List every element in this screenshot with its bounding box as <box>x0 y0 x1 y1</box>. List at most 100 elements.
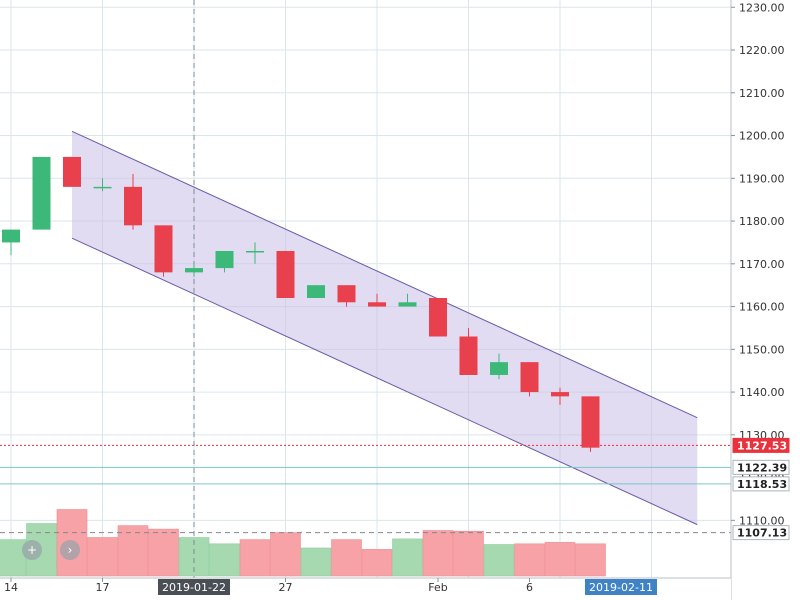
candle <box>154 225 173 277</box>
candle <box>459 327 478 375</box>
volume-bar <box>270 532 301 577</box>
parallel-channel[interactable] <box>71 130 698 526</box>
candle-body <box>124 186 142 226</box>
candle-body <box>63 156 81 187</box>
candle-body <box>429 298 447 337</box>
candle-body <box>459 336 478 375</box>
volume-layer <box>0 509 606 577</box>
price-tick-label: 1160.00 <box>739 301 785 314</box>
candle <box>398 293 417 307</box>
candle <box>93 178 112 192</box>
zoom-in-button[interactable]: + <box>22 540 42 560</box>
time-tag-bg <box>158 579 230 595</box>
candle-body <box>246 250 264 253</box>
candle-body <box>185 268 203 273</box>
candle <box>490 353 508 380</box>
time-tick: 6 <box>526 578 533 594</box>
volume-bar <box>422 530 454 577</box>
candle <box>429 298 447 337</box>
volume-bar <box>392 538 423 577</box>
candle <box>551 387 569 405</box>
volume-bar <box>544 542 576 577</box>
channel-upper-line <box>71 130 698 419</box>
chart-nav-controls[interactable]: + › <box>22 540 80 560</box>
volume-bar <box>453 530 484 577</box>
price-tick-label: 1220.00 <box>739 44 785 57</box>
price-lines-layer <box>0 444 731 534</box>
time-tick-label: 6 <box>526 581 533 594</box>
candle-body <box>215 250 234 269</box>
price-axis[interactable]: 1230.00 1220.00 1210.00 1200.00 1190.00 1180.… <box>730 0 800 600</box>
candle-body <box>520 362 539 393</box>
chevron-right-icon: › <box>68 543 73 557</box>
price-tick-label: 1110.00 <box>739 514 785 527</box>
candle <box>337 285 356 307</box>
price-tick-label: 1150.00 <box>739 343 785 356</box>
candle <box>185 263 203 277</box>
price-tag-bg <box>732 525 790 541</box>
candle <box>246 242 264 264</box>
price-tag: 1127.53 <box>732 437 790 453</box>
volume-bar <box>300 547 332 577</box>
time-tick-label: 17 <box>96 581 110 594</box>
price-tick-label: 1170.00 <box>739 258 785 271</box>
price-tick-label: 1190.00 <box>739 172 785 185</box>
time-tick-label: 14 <box>4 581 18 594</box>
time-axis[interactable]: 14 17 2019-01-22 27 Feb 6 2019-02-11 <box>0 577 731 600</box>
volume-bar <box>361 549 393 577</box>
candle <box>215 250 234 273</box>
candle-body <box>551 392 569 397</box>
time-tick: Feb <box>428 578 448 594</box>
candle <box>581 396 600 452</box>
candle <box>2 229 20 256</box>
time-tick-label: Feb <box>428 581 447 594</box>
price-tag-label: 1107.13 <box>737 527 787 540</box>
candle <box>368 293 386 307</box>
price-tag-label: 1122.39 <box>737 461 787 474</box>
price-tag: 1118.53 <box>732 476 790 492</box>
price-tag-label: 1127.53 <box>737 439 787 452</box>
volume-bar <box>514 543 545 577</box>
candle <box>307 285 325 299</box>
candle-body <box>307 285 325 299</box>
price-tick-label: 1230.00 <box>739 1 785 14</box>
candle-body <box>368 302 386 307</box>
candle-body <box>2 229 20 243</box>
time-tick: 2019-02-11 <box>585 579 657 595</box>
price-tag: 1107.13 <box>732 525 790 541</box>
volume-bar <box>575 543 606 577</box>
candle <box>520 362 539 397</box>
price-tag-bg <box>732 459 790 475</box>
volume-bar <box>209 543 240 577</box>
candle-body <box>581 396 600 448</box>
volume-bar <box>239 539 271 577</box>
channel-fill <box>72 131 698 525</box>
price-tick-label: 1140.00 <box>739 386 785 399</box>
candle <box>124 174 142 230</box>
scroll-right-button[interactable]: › <box>60 540 80 560</box>
candle-body <box>32 156 51 230</box>
volume-bar <box>0 539 27 577</box>
price-tick-label: 1200.00 <box>739 130 785 143</box>
time-tag-label: 2019-02-11 <box>589 581 653 594</box>
time-tick: 2019-01-22 <box>158 579 230 595</box>
price-tick-label: 1180.00 <box>739 215 785 228</box>
price-tag-bg <box>732 437 790 453</box>
price-tag: 1122.39 <box>732 459 790 475</box>
time-tag-label: 2019-01-22 <box>162 581 226 594</box>
price-tick-label: 1210.00 <box>739 87 785 100</box>
candle <box>63 156 81 187</box>
time-tick-label: 27 <box>279 581 293 594</box>
candle <box>276 250 295 299</box>
time-tick: 17 <box>96 578 110 594</box>
time-tick: 14 <box>4 578 18 594</box>
candle-body <box>276 250 295 299</box>
candle-body <box>154 225 173 273</box>
price-tag-label: 1118.53 <box>737 478 787 491</box>
volume-bar <box>331 539 362 577</box>
price-tag-bg <box>732 476 790 492</box>
time-tick: 27 <box>279 578 293 594</box>
zoom-in-icon: + <box>27 543 37 557</box>
